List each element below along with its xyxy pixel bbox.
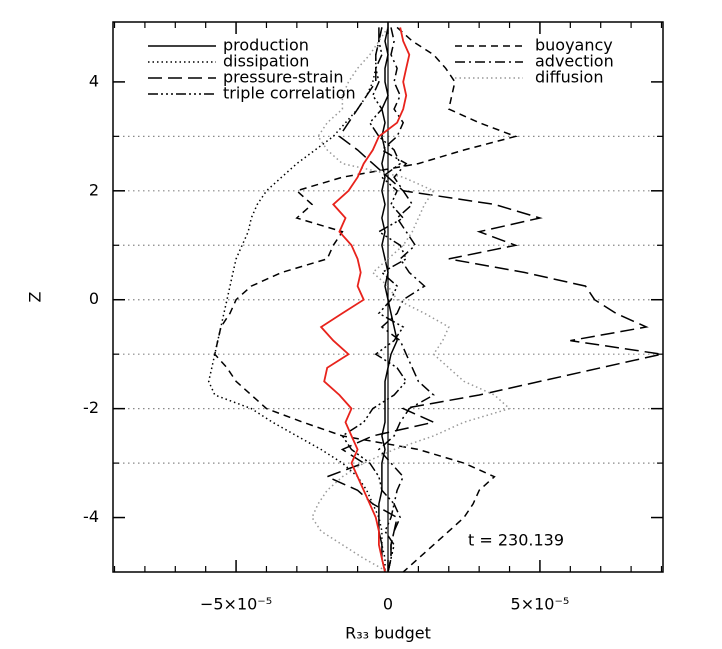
plot-lines <box>207 26 662 572</box>
y-axis-label: Z <box>26 291 45 302</box>
profile-line <box>213 26 519 572</box>
y-tick-label: -2 <box>83 398 99 417</box>
profile-line <box>311 26 511 572</box>
legend-label: diffusion <box>535 68 603 87</box>
profile-line <box>325 27 662 572</box>
x-tick-label: 5×10⁻⁵ <box>511 595 570 614</box>
profile-line <box>378 27 398 572</box>
axes: −5×10⁻⁵ 0 5×10⁻⁵ -4 -2 0 2 4 <box>83 22 663 614</box>
y-tick-label: 4 <box>89 71 99 90</box>
legend-label: pressure-strain <box>223 68 343 87</box>
y-tick-label: 0 <box>89 289 99 308</box>
legend-label: advection <box>535 52 614 71</box>
legend-label: dissipation <box>223 52 309 71</box>
x-tick-label: −5×10⁻⁵ <box>200 595 272 614</box>
legend-label: buoyancy <box>535 36 613 55</box>
annotation: t = 230.139 <box>468 531 564 550</box>
y-tick-label: -4 <box>83 507 99 526</box>
legend-label: production <box>223 36 309 55</box>
x-tick-label: 0 <box>383 595 393 614</box>
profile-line <box>319 27 411 572</box>
y-tick-label: 2 <box>89 180 99 199</box>
legend-label: triple correlation <box>223 84 356 103</box>
profile-line <box>341 27 408 572</box>
legend: productiondissipationpressure-straintrip… <box>148 36 614 103</box>
x-axis-label: R₃₃ budget <box>345 624 431 643</box>
